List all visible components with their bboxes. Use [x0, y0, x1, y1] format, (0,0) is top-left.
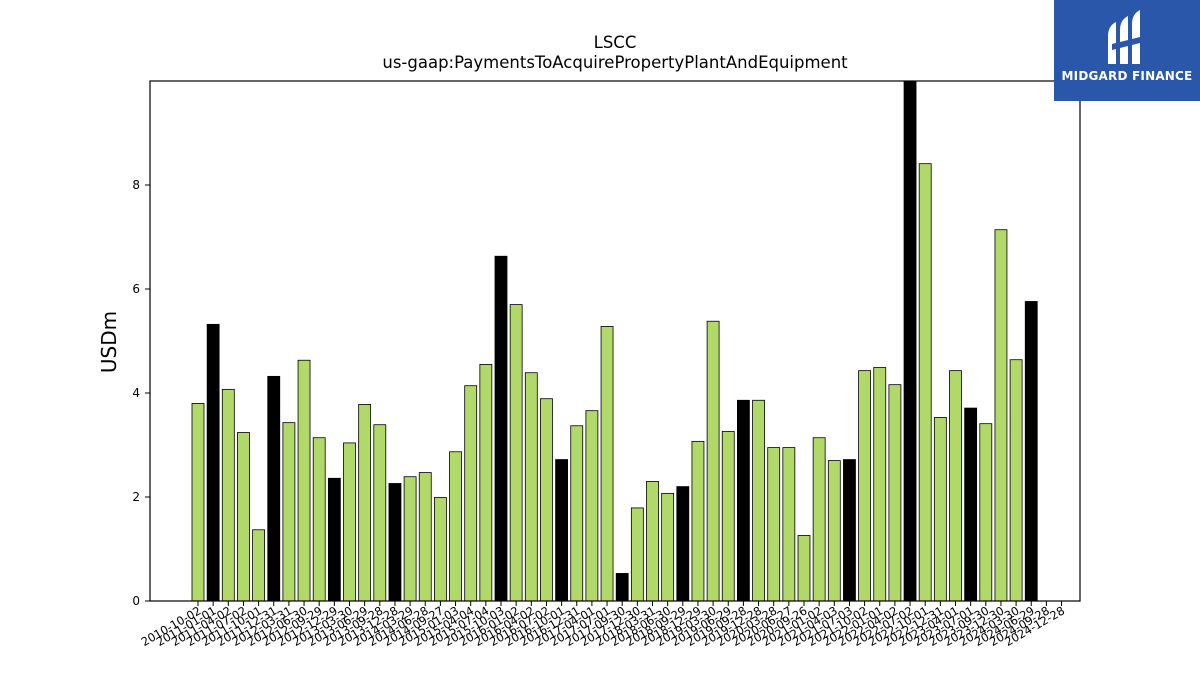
bar-2020-09-26 — [797, 535, 811, 602]
bar-2011-04-02 — [221, 388, 235, 602]
bar-2013-03-30 — [343, 442, 356, 602]
bar-2023-07-01 — [964, 407, 978, 602]
bar-2012-03-31 — [282, 422, 296, 602]
bar-2019-06-29 — [721, 431, 735, 602]
y-axis: 0 2 4 6 8 — [132, 178, 150, 608]
bar-2012-12-29 — [327, 477, 341, 602]
bar-2016-01-02 — [509, 304, 523, 602]
bar-2019-09-28 — [737, 399, 750, 602]
bar-2013-12-28 — [388, 483, 402, 602]
chart-title: LSCC — [594, 33, 637, 52]
bar-2016-07-02 — [540, 398, 553, 602]
bar-2022-04-02 — [888, 384, 902, 602]
bar-2022-10-01 — [918, 163, 932, 602]
bar-2015-01-03 — [449, 451, 462, 602]
y-axis-label: USDm — [97, 311, 121, 373]
bar-2020-06-27 — [782, 447, 796, 602]
bar-2018-06-30 — [661, 492, 675, 602]
bar-2010-10-02 — [191, 402, 205, 602]
y-tick-label: 8 — [132, 178, 140, 192]
bar-2022-01-01 — [873, 367, 887, 602]
brand-logo: MIDGARD FINANCE — [1054, 0, 1200, 101]
bars-group — [191, 80, 1038, 602]
bar-2011-12-31 — [267, 375, 281, 602]
bar-2022-07-02 — [903, 80, 917, 602]
bar-2023-09-30 — [979, 423, 993, 602]
bar-2022-12-31 — [933, 417, 947, 602]
bar-2021-04-03 — [827, 460, 841, 602]
y-tick-label: 2 — [132, 490, 140, 504]
bar-2017-04-01 — [585, 410, 599, 602]
bar-2016-10-01 — [555, 459, 568, 602]
bar-2017-07-01 — [600, 326, 614, 602]
bar-2019-03-30 — [706, 320, 720, 602]
bar-2012-06-30 — [297, 359, 311, 602]
bar-2020-03-28 — [767, 447, 781, 602]
bar-2018-09-29 — [676, 486, 690, 602]
bar-2018-12-29 — [691, 440, 705, 602]
bar-2023-04-01 — [949, 370, 962, 602]
bar-2014-06-28 — [418, 472, 432, 602]
bar-2018-03-31 — [646, 480, 659, 602]
bar-2014-03-29 — [403, 476, 417, 602]
bar-2012-09-29 — [312, 437, 326, 602]
bar-2021-07-03 — [843, 459, 856, 602]
bar-2015-04-04 — [464, 385, 478, 602]
bar-2017-09-30 — [615, 573, 629, 602]
bar-2013-09-28 — [373, 424, 387, 602]
y-tick-label: 0 — [132, 594, 140, 608]
plot-frame — [149, 80, 1081, 602]
bar-2011-10-01 — [252, 529, 266, 602]
bar-2016-12-31 — [570, 425, 584, 602]
bar-2011-01-01 — [206, 323, 220, 602]
x-axis: 2010-10-022011-01-012011-04-022011-07-02… — [139, 601, 1067, 649]
bar-2021-10-02 — [858, 370, 871, 602]
chart-subtitle: us-gaap:PaymentsToAcquirePropertyPlantAn… — [382, 53, 848, 72]
bar-2021-01-02 — [812, 437, 826, 602]
bar-2023-12-30 — [994, 229, 1008, 602]
bar-2016-04-02 — [524, 372, 538, 602]
bar-2024-03-30 — [1009, 359, 1023, 602]
bar-2015-10-03 — [494, 255, 508, 602]
brand-name: MIDGARD FINANCE — [1061, 69, 1193, 83]
bar-2011-07-02 — [237, 432, 250, 602]
y-tick-label: 6 — [132, 282, 140, 296]
midgard-logo-icon — [1108, 10, 1144, 64]
bar-2013-06-29 — [358, 404, 372, 602]
bar-2019-12-28 — [752, 399, 765, 602]
bar-2014-09-27 — [433, 497, 447, 602]
bar-2015-07-04 — [479, 363, 493, 602]
bar-2024-06-29 — [1024, 301, 1038, 602]
bar-2017-12-30 — [630, 507, 644, 602]
y-tick-label: 4 — [132, 386, 140, 400]
